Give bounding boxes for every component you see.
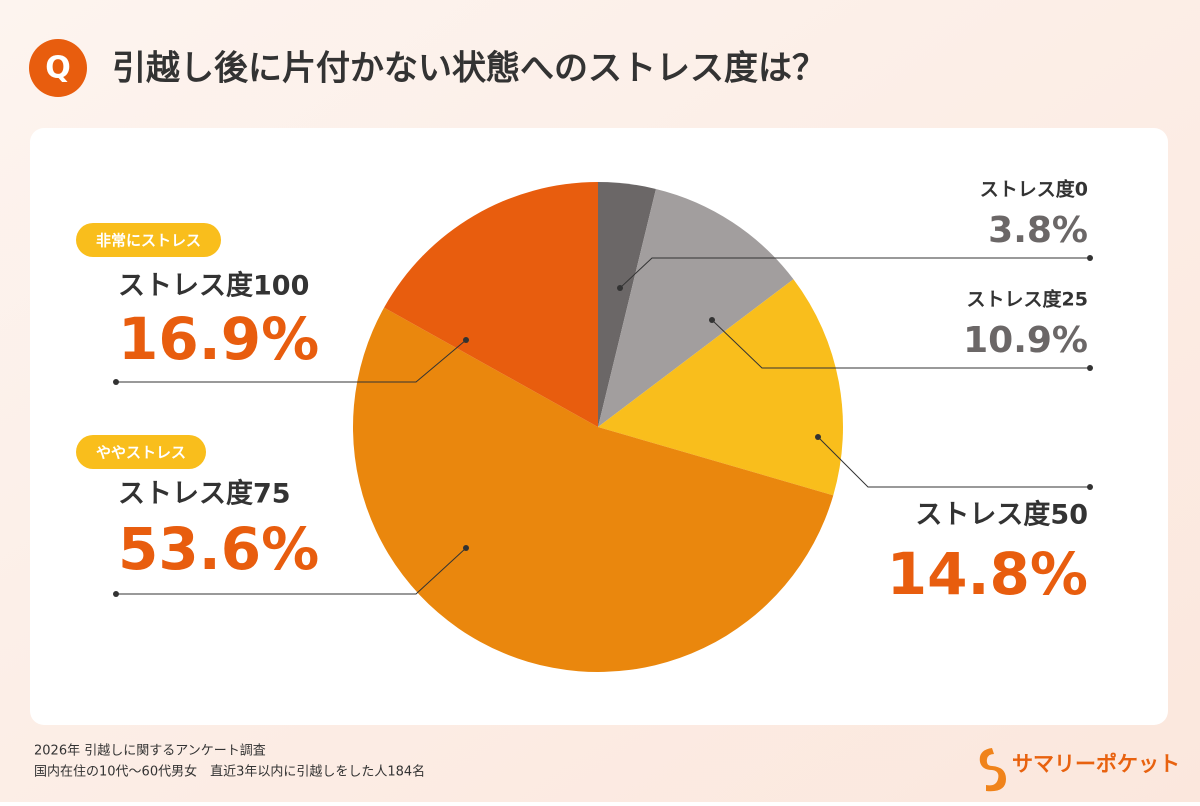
q-letter: Q (45, 51, 71, 86)
pie-slice (598, 188, 794, 427)
badge (76, 435, 207, 469)
pie-slice (598, 279, 844, 496)
badge-text: ややストレス (96, 444, 186, 462)
pie-slice (384, 182, 598, 427)
leader-line (711, 319, 1090, 369)
leader-line (619, 257, 1090, 289)
leader-dot (1087, 484, 1093, 490)
footer-note: 2026年 引越しに関するアンケート調査 (34, 744, 266, 759)
value-label: 53.6% (118, 515, 319, 583)
value-label: 14.8% (887, 540, 1088, 608)
chart-title: 引越し後に片付かない状態へのストレス度は？ (112, 49, 826, 89)
leader-line (817, 436, 1090, 488)
footer-note: 国内在住の10代〜60代男女 直近3年以内に引越しをした人184名 (34, 764, 425, 780)
leader-line (116, 547, 467, 595)
q-badge (29, 39, 87, 97)
brand-logo (979, 748, 1006, 792)
value-label: 10.9% (963, 320, 1088, 361)
leader-dot (617, 285, 623, 291)
value-label: 3.8% (988, 210, 1088, 251)
category-label: ストレス度25 (967, 288, 1088, 311)
labels: ストレス度0 3.8% ストレス度25 10.9% ストレス度50 14.8% ストレス度7… (76, 178, 1093, 608)
category-label: ストレス度100 (118, 270, 309, 302)
badge-text: 非常にストレス (96, 232, 201, 250)
pie (353, 182, 844, 672)
leader-dot (113, 591, 119, 597)
leader-line (116, 339, 467, 383)
leader-dot (815, 434, 821, 440)
leader-dot (1087, 255, 1093, 261)
leader-dot (709, 317, 715, 323)
leader-dot (113, 379, 119, 385)
badge (76, 223, 222, 257)
leader-dot (463, 545, 469, 551)
leader-dot (1087, 365, 1093, 371)
value-label: 16.9% (118, 305, 319, 373)
category-label: ストレス度0 (980, 178, 1088, 201)
leader-dot (463, 337, 469, 343)
pie-slice (353, 307, 834, 672)
pie-slice (598, 182, 656, 427)
category-label: ストレス度75 (118, 478, 291, 510)
category-label: ストレス度50 (915, 499, 1088, 531)
brand-name: サマリーポケット (1012, 752, 1180, 776)
